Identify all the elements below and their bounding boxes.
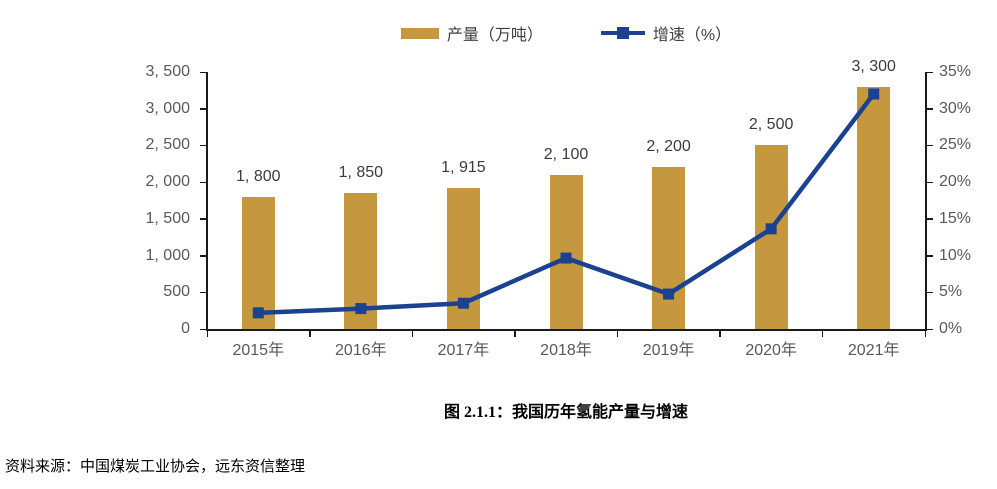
bar — [857, 86, 891, 329]
source-note: 资料来源：中国煤炭工业协会，远东资信整理 — [5, 459, 306, 475]
y-axis-left-tick — [200, 218, 206, 220]
line-series-swatch — [600, 27, 645, 39]
line-marker-icon — [868, 88, 880, 100]
legend-label-growth: 增速（%） — [652, 27, 732, 44]
y-axis-left-tick — [200, 291, 206, 294]
y-axis-right-tick-label: 25% — [939, 136, 972, 154]
line-marker-icon — [663, 288, 675, 300]
line-swatch-marker-icon — [616, 27, 629, 39]
y-axis-left-line — [206, 72, 208, 331]
x-axis-label: 2016年 — [335, 342, 387, 359]
legend-item-growth: 增速（%） — [600, 21, 732, 45]
x-axis-tick — [821, 331, 824, 337]
y-axis-right-tick-label: 0% — [939, 320, 963, 337]
line-marker-icon — [765, 223, 777, 235]
y-axis-left-tick-label: 3, 000 — [145, 99, 190, 117]
y-axis-right-tick-label: 10% — [939, 246, 972, 264]
x-axis-tick — [719, 331, 721, 337]
y-axis-right-tick — [927, 108, 933, 110]
line-marker-icon — [252, 307, 264, 319]
y-axis-left-tick-label: 500 — [163, 283, 190, 301]
x-axis-label: 2019年 — [642, 342, 695, 359]
y-axis-right-tick-label: 35% — [939, 63, 972, 80]
line-marker-icon — [355, 303, 367, 315]
y-axis-left-tick — [200, 328, 206, 330]
y-axis-left-tick-label: 1, 500 — [145, 209, 190, 227]
x-axis-line — [207, 329, 925, 331]
bar-value-label: 1, 915 — [441, 159, 486, 177]
bar-value-label: 3, 300 — [851, 57, 896, 75]
y-axis-right-tick-label: 30% — [939, 99, 972, 117]
bar-value-label: 2, 100 — [543, 145, 589, 163]
y-axis-right-tick — [927, 144, 933, 147]
x-axis-tick — [309, 331, 311, 337]
x-axis-label: 2015年 — [232, 342, 285, 359]
y-axis-right-tick — [927, 181, 933, 184]
y-axis-left-tick — [200, 71, 206, 73]
y-axis-left-tick — [200, 144, 206, 147]
bar-value-label: 1, 850 — [338, 164, 384, 182]
bar-value-label: 2, 500 — [748, 116, 794, 134]
y-axis-right-tick — [927, 218, 933, 220]
figure-caption: 图 2.1.1：我国历年氢能产量与增速 — [443, 404, 688, 421]
x-axis-tick — [206, 331, 208, 337]
bar-value-label: 2, 200 — [646, 138, 691, 156]
x-axis-tick — [924, 331, 926, 337]
line-marker-icon — [560, 252, 572, 264]
growth-line-layer — [252, 88, 880, 319]
chart-legend: 产量（万吨） 增速（%） — [207, 22, 925, 44]
y-axis-right-tick — [927, 71, 933, 73]
legend-item-production: 产量（万吨） — [400, 21, 543, 45]
y-axis-right-tick-label: 5% — [939, 283, 963, 301]
legend-label-production: 产量（万吨） — [446, 27, 543, 44]
bar — [652, 167, 686, 329]
bar — [241, 196, 275, 329]
y-axis-left-tick-label: 2, 500 — [145, 136, 190, 154]
x-axis-tick — [514, 331, 516, 337]
y-axis-right-tick — [927, 255, 933, 257]
y-axis-left-tick-label: 1, 000 — [145, 246, 190, 264]
y-axis-left-tick — [200, 108, 206, 110]
y-axis-right-tick — [927, 328, 933, 330]
line-marker-icon — [457, 297, 469, 309]
y-axis-right-tick-label: 20% — [939, 173, 972, 191]
x-axis-label: 2017年 — [437, 342, 490, 359]
x-axis-tick — [411, 331, 414, 337]
y-axis-left-tick-label: 2, 000 — [145, 173, 190, 191]
x-axis-tick — [616, 331, 619, 337]
y-axis-right-tick — [927, 291, 933, 294]
y-axis-right-line — [925, 72, 927, 331]
bar — [549, 174, 583, 329]
y-axis-left-tick — [200, 255, 206, 257]
bar-value-label: 1, 800 — [236, 167, 281, 185]
y-axis-left-tick — [200, 181, 206, 184]
y-axis-right-tick-label: 15% — [939, 209, 972, 227]
y-axis-left-tick-label: 0 — [181, 320, 190, 337]
x-axis-label: 2018年 — [540, 342, 592, 359]
bar-series-swatch — [400, 27, 439, 39]
x-axis-label: 2021年 — [847, 342, 900, 359]
y-axis-left-tick-label: 3, 500 — [145, 63, 190, 80]
x-axis-label: 2020年 — [745, 342, 797, 359]
growth-line — [258, 92, 876, 316]
